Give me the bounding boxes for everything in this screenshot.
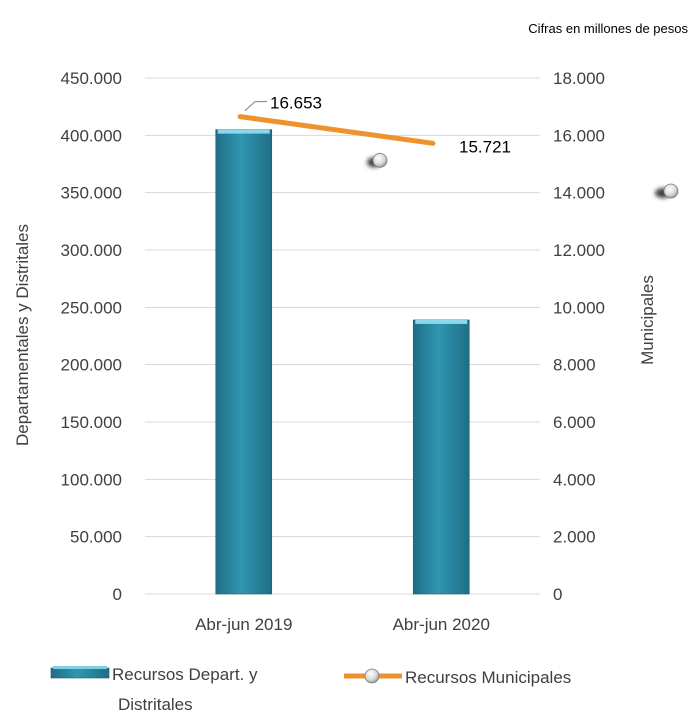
right-axis-marker-icon [655,183,679,199]
left-tick-label: 50.000 [70,528,122,547]
left-axis-title: Departamentales y Distritales [13,224,32,446]
right-axis-title: Municipales [638,275,657,365]
left-tick-label: 350.000 [61,184,122,203]
legend-bar-swatch-top [53,666,107,669]
legend-label-bars-line1: Recursos Depart. y [112,665,258,684]
left-tick-label: 200.000 [61,356,122,375]
gridlines [145,77,540,595]
category-labels: Abr-jun 2019 Abr-jun 2020 [195,615,490,634]
right-tick-label: 2.000 [553,528,596,547]
line-series: 16.653 15.721 [237,94,511,168]
left-tick-label: 300.000 [61,241,122,260]
right-tick-label: 18.000 [553,69,605,88]
right-axis-ticks: 0 2.000 4.000 6.000 8.000 10.000 12.000 14.000 1… [553,69,605,604]
legend: Recursos Depart. y Distritales Recursos … [50,665,571,714]
legend-label-bars-line2: Distritales [118,695,193,714]
bar-series [215,129,470,595]
left-tick-label: 150.000 [61,413,122,432]
bar-top-highlight [217,129,270,134]
bar-top-highlight [415,319,468,324]
left-tick-label: 450.000 [61,69,122,88]
right-tick-label: 8.000 [553,356,596,375]
line-marker [372,152,388,168]
bar [215,129,273,595]
right-tick-label: 16.000 [553,126,605,145]
bar [412,319,470,595]
category-label: Abr-jun 2019 [195,615,292,634]
left-tick-label: 400.000 [61,126,122,145]
right-tick-label: 10.000 [553,298,605,317]
right-tick-label: 12.000 [553,241,605,260]
data-label-leader [244,101,267,111]
right-tick-label: 0 [553,585,562,604]
legend-item-bars: Recursos Depart. y Distritales [50,665,258,714]
right-tick-label: 6.000 [553,413,596,432]
data-label: 16.653 [270,94,322,113]
legend-bar-swatch [50,667,110,679]
units-note: Cifras en millones de pesos [528,21,688,36]
left-tick-label: 250.000 [61,298,122,317]
left-axis-ticks: 0 50.000 100.000 150.000 200.000 250.000 300.0… [61,69,122,604]
legend-label-line: Recursos Municipales [405,668,571,687]
legend-item-line: Recursos Municipales [344,668,571,687]
category-label: Abr-jun 2020 [393,615,490,634]
legend-marker-icon [364,668,380,684]
right-tick-label: 14.000 [553,184,605,203]
right-tick-label: 4.000 [553,470,596,489]
data-label: 15.721 [459,137,511,156]
line-segment [237,114,436,146]
left-tick-label: 0 [113,585,122,604]
left-tick-label: 100.000 [61,470,122,489]
